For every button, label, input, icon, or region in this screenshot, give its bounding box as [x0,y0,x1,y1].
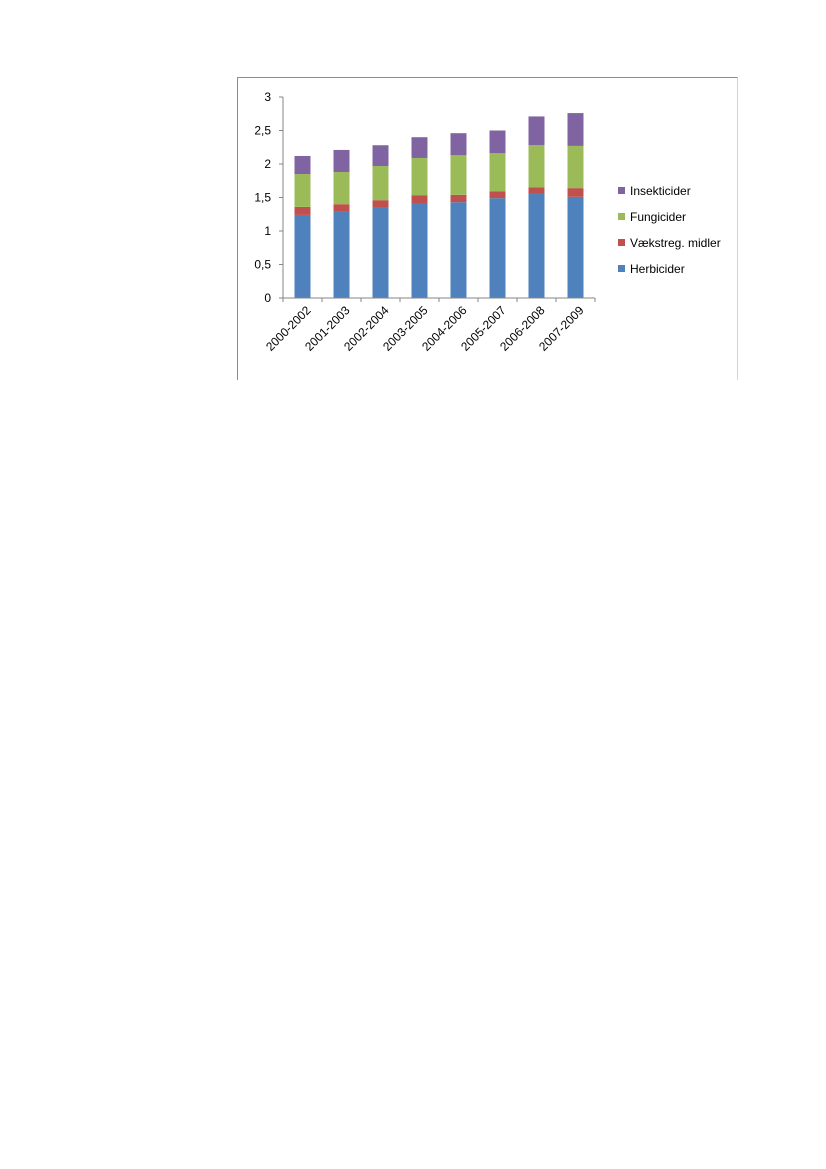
bar-segment [450,155,467,195]
bar-segment [372,207,389,298]
legend-swatch [618,239,625,246]
bar-segment [489,130,506,154]
y-axis: 0 0,5 1 1,5 2 2,5 3 [254,90,284,305]
legend-label: Insekticider [630,184,691,198]
bars [294,113,584,298]
stacked-bar-chart: 0 0,5 1 1,5 2 2,5 3 2000-20022001-20032002-200… [254,90,721,354]
bar-segment [567,113,584,146]
bar-segment [372,166,389,201]
legend-swatch [618,213,625,220]
legend-label: Vækstreg. midler [630,236,721,250]
bar-segment [333,211,350,298]
bar-segment [489,191,506,199]
y-tick-label: 1 [264,224,271,238]
y-tick-label: 0 [264,291,271,305]
bar-segment [450,194,467,203]
bar-segment [411,203,428,298]
y-tick-label: 2 [264,157,271,171]
legend-label: Fungicider [630,210,686,224]
y-tick-label: 3 [264,90,271,104]
legend-label: Herbicider [630,262,685,276]
x-axis: 2000-20022001-20032002-20042003-20052004… [263,297,596,354]
bar-segment [567,196,584,298]
bar-segment [411,137,428,158]
bar-segment [450,202,467,298]
legend-swatch [618,265,625,272]
bar-segment [528,193,545,298]
bar-segment [411,195,428,204]
bar-segment [333,149,350,173]
bar-segment [528,187,545,194]
bar-segment [294,214,311,298]
bar-segment [372,200,389,208]
bar-segment [489,153,506,192]
legend: Insekticider Fungicider Vækstreg. midler He… [618,184,721,276]
bar-segment [567,188,584,197]
y-tick-label: 0,5 [254,258,271,272]
bar-segment [294,206,311,215]
bar-segment [567,145,584,189]
bar-segment [333,204,350,212]
bar-segment [372,145,389,167]
bar-segment [333,172,350,205]
legend-swatch [618,187,625,194]
chart-frame: 0 0,5 1 1,5 2 2,5 3 2000-2002 2001-2003 2002-200… [237,77,738,380]
bar-segment [528,145,545,188]
y-tick-label: 2,5 [254,124,271,138]
bar-segment [489,198,506,298]
bar-segment [411,157,428,196]
bar-segment [294,155,311,175]
bar-segment [294,174,311,207]
bar-segment [450,133,467,156]
bar-segment [528,116,545,146]
y-tick-label: 1,5 [254,191,271,205]
